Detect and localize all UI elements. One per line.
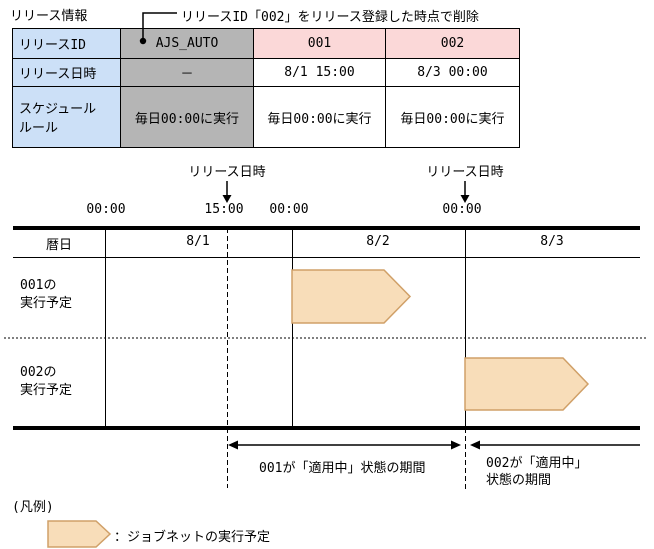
release-datetime-label-cell: リリース日時: [12, 58, 121, 87]
legend-arrow-icon: [47, 520, 112, 548]
day-8-1: 8/1: [186, 234, 210, 249]
ajs-auto-cell: AJS_AUTO: [120, 28, 254, 59]
tick-0000-b: 00:00: [269, 202, 309, 217]
ajs-auto-datetime-cell: －: [120, 58, 254, 87]
period-001-range-arrow: [228, 440, 461, 450]
release-id-label-cell: リリースID: [12, 28, 121, 59]
row-label-002: 002の 実行予定: [20, 365, 73, 398]
day-8-3: 8/3: [540, 234, 564, 249]
release-002-cell: 002: [385, 28, 520, 59]
ajs-auto-schedule-cell: 毎日00:00に実行: [120, 86, 254, 148]
release-001-cell: 001: [253, 28, 386, 59]
period-002-range-arrow: [470, 440, 640, 450]
release-datetime-marker-1: リリース日時: [188, 165, 266, 180]
row-label-001: 001の 実行予定: [20, 278, 73, 311]
schedule-arrow-002-text: 開始予定日時 8/3 00:00: [476, 368, 555, 403]
schedule-arrow-001-text: 開始予定日時 8/2 00:00: [300, 280, 379, 315]
schedule-rule-label-cell: スケジュール ルール: [12, 86, 121, 148]
tick-0000-a: 00:00: [86, 202, 126, 217]
table-row: リリース日時 － 8/1 15:00 8/3 00:00: [12, 58, 520, 87]
release-info-table: リリースID AJS_AUTO 001 002 リリース日時 － 8/1 15:…: [12, 28, 520, 148]
release-002-datetime-cell: 8/3 00:00: [385, 58, 520, 87]
down-arrow-icon: [222, 181, 232, 203]
release-002-schedule-cell: 毎日00:00に実行: [385, 86, 520, 148]
release-datetime-marker-2: リリース日時: [426, 165, 504, 180]
release-001-datetime-cell: 8/1 15:00: [253, 58, 386, 87]
down-arrow-icon: [460, 181, 470, 203]
period-002-text: 002が「適用中」 状態の期間: [486, 456, 588, 488]
table-row: リリースID AJS_AUTO 001 002: [12, 28, 520, 59]
diagram-title: リリース情報: [10, 9, 88, 24]
day-8-2: 8/2: [366, 234, 390, 249]
tick-1500: 15:00: [204, 202, 244, 217]
legend-heading: (凡例): [12, 500, 54, 515]
calendar-day-header: 暦日: [45, 238, 73, 253]
tick-0000-c: 00:00: [442, 202, 482, 217]
callout-text: リリースID「002」をリリース登録した時点で削除: [181, 10, 479, 25]
release-001-schedule-cell: 毎日00:00に実行: [253, 86, 386, 148]
period-001-text: 001が「適用中」状態の期間: [259, 461, 426, 476]
legend-label: ：ジョブネットの実行予定: [114, 530, 271, 545]
table-row: スケジュール ルール 毎日00:00に実行 毎日00:00に実行 毎日00:00…: [12, 86, 520, 148]
